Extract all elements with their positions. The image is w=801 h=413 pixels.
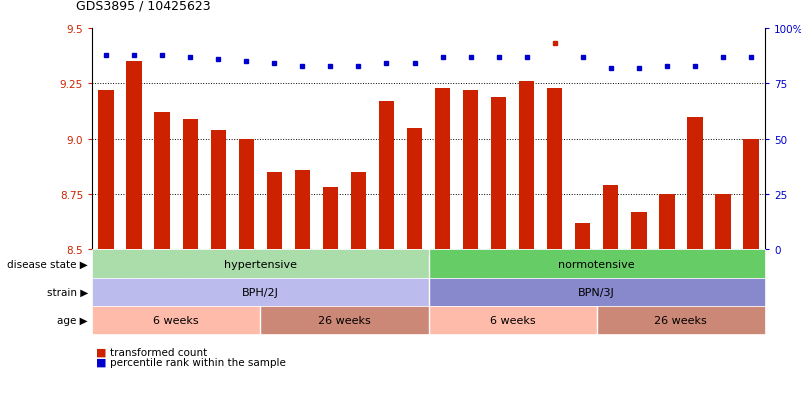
Bar [295, 170, 310, 250]
Text: 26 weeks: 26 weeks [318, 315, 371, 325]
Bar [597, 306, 765, 334]
Bar [92, 306, 260, 334]
Bar [743, 140, 759, 250]
Text: GDS3895 / 10425623: GDS3895 / 10425623 [76, 0, 211, 12]
Text: 6 weeks: 6 weeks [154, 315, 199, 325]
Text: 26 weeks: 26 weeks [654, 315, 707, 325]
Text: age ▶: age ▶ [58, 315, 88, 325]
Text: hypertensive: hypertensive [223, 259, 297, 269]
Bar [155, 113, 170, 250]
Bar [92, 278, 429, 306]
Text: 6 weeks: 6 weeks [490, 315, 535, 325]
Bar [260, 306, 429, 334]
Text: percentile rank within the sample: percentile rank within the sample [110, 357, 286, 367]
Bar [631, 212, 646, 250]
Bar [547, 88, 562, 250]
Text: strain ▶: strain ▶ [47, 287, 88, 297]
Text: transformed count: transformed count [110, 347, 207, 357]
Bar [239, 140, 254, 250]
Text: ■: ■ [96, 357, 107, 367]
Bar [127, 62, 142, 250]
Text: BPH/2J: BPH/2J [242, 287, 279, 297]
Bar [435, 88, 450, 250]
Bar [687, 117, 702, 250]
Bar [659, 195, 674, 250]
Bar [323, 188, 338, 250]
Bar [575, 223, 590, 250]
Bar [351, 173, 366, 250]
Bar [491, 97, 506, 250]
Text: ■: ■ [96, 347, 107, 357]
Text: normotensive: normotensive [558, 259, 635, 269]
Bar [407, 128, 422, 250]
Bar [429, 306, 597, 334]
Bar [379, 102, 394, 250]
Text: BPN/3J: BPN/3J [578, 287, 615, 297]
Bar [463, 91, 478, 250]
Bar [183, 119, 198, 250]
Bar [603, 186, 618, 250]
Bar [519, 82, 534, 250]
Bar [211, 131, 226, 250]
Bar [267, 173, 282, 250]
Bar [92, 250, 429, 278]
Bar [429, 278, 765, 306]
Bar [429, 250, 765, 278]
Text: disease state ▶: disease state ▶ [7, 259, 88, 269]
Bar [99, 91, 114, 250]
Bar [715, 195, 731, 250]
